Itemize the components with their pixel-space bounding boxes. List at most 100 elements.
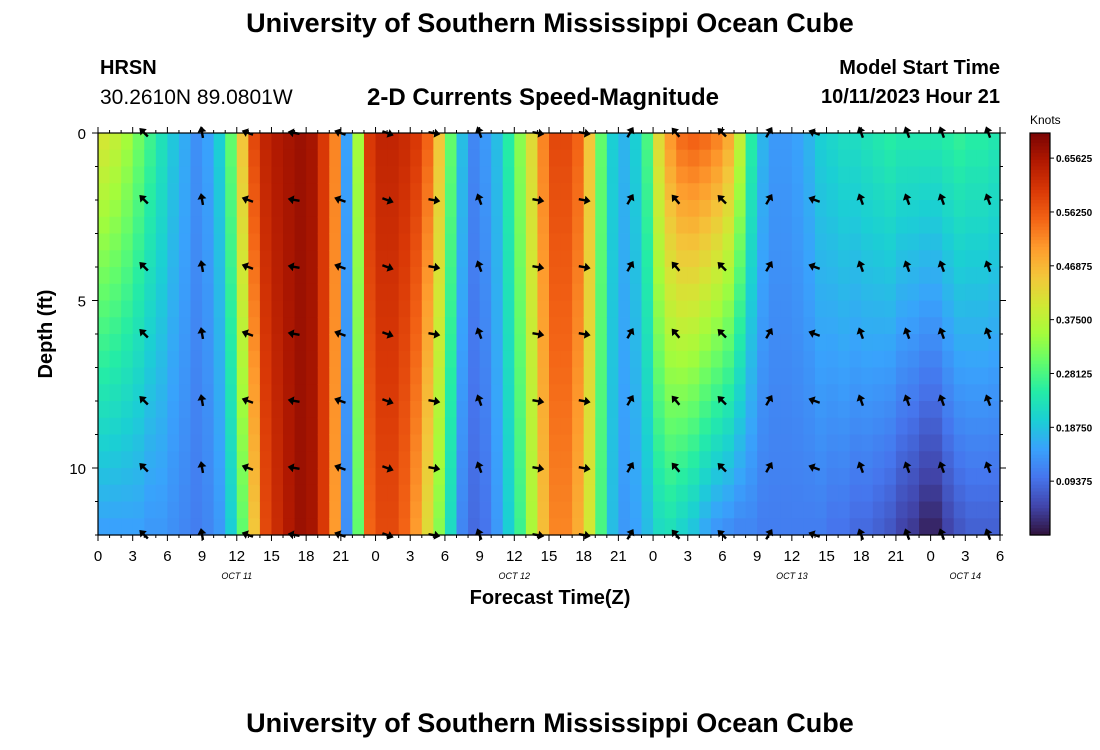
- heatmap-cell: [155, 233, 168, 251]
- heatmap-cell: [410, 501, 423, 519]
- colorbar-segment: [1030, 374, 1050, 379]
- heatmap-cell: [838, 183, 851, 201]
- heatmap-cell: [98, 250, 111, 268]
- heatmap-cell: [537, 250, 550, 268]
- current-vector-arrow: [937, 461, 947, 474]
- heatmap-cell: [641, 401, 654, 419]
- heatmap-cell: [965, 518, 978, 536]
- current-vector-arrow: [381, 397, 394, 406]
- current-vector-arrow: [765, 461, 774, 473]
- heatmap-cell: [121, 518, 134, 536]
- heatmap-cell: [814, 216, 828, 235]
- heatmap-cell: [745, 166, 758, 184]
- colorbar-segment: [1030, 287, 1050, 292]
- heatmap-cell: [98, 451, 111, 469]
- heatmap-cell: [444, 484, 458, 503]
- heatmap-cell: [814, 401, 828, 419]
- heatmap-cell: [606, 350, 619, 369]
- heatmap-cell: [283, 518, 296, 536]
- heatmap-cell: [606, 417, 619, 436]
- colorbar-segment: [1030, 447, 1050, 452]
- heatmap-cell: [872, 451, 885, 469]
- heatmap-cell: [155, 367, 168, 385]
- heatmap-cell: [491, 216, 504, 235]
- heatmap-cell: [861, 451, 874, 469]
- heatmap-cell: [537, 334, 550, 352]
- heatmap-cell: [456, 434, 469, 452]
- heatmap-cell: [942, 183, 955, 201]
- heatmap-cell: [791, 283, 805, 302]
- heatmap-cell: [606, 468, 619, 486]
- x-tick-label: 0: [94, 548, 102, 565]
- heatmap-cell: [745, 283, 758, 302]
- colorbar-segment: [1030, 240, 1050, 245]
- heatmap-cell: [965, 468, 978, 486]
- heatmap-cell: [606, 300, 619, 318]
- colorbar-segment: [1030, 524, 1050, 529]
- heatmap-cell: [98, 434, 111, 452]
- heatmap-cell: [121, 317, 134, 335]
- heatmap-cell: [132, 200, 145, 218]
- heatmap-cell: [329, 250, 342, 268]
- heatmap-cell: [456, 183, 469, 201]
- heatmap-cell: [248, 267, 261, 285]
- heatmap-cell: [213, 183, 226, 201]
- heatmap-cell: [387, 350, 400, 369]
- heatmap-cell: [641, 434, 654, 452]
- colorbar-segment: [1030, 243, 1050, 248]
- heatmap-cell: [572, 283, 585, 302]
- heatmap-cell: [838, 468, 851, 486]
- heatmap-cell: [560, 417, 573, 436]
- heatmap-cell: [629, 233, 643, 251]
- colorbar-segment: [1030, 320, 1050, 325]
- heatmap-cell: [710, 267, 724, 285]
- heatmap-cell: [479, 501, 492, 519]
- heatmap-cell: [838, 484, 851, 503]
- heatmap-cell: [271, 283, 284, 302]
- current-vector-arrow: [139, 329, 149, 339]
- heatmap-cell: [468, 334, 481, 352]
- heatmap-cell: [225, 484, 238, 503]
- heatmap-cell: [757, 283, 770, 302]
- heatmap-cell: [757, 300, 770, 318]
- heatmap-cell: [306, 484, 319, 503]
- heatmap-cell: [236, 166, 249, 184]
- heatmap-cell: [595, 216, 608, 235]
- heatmap-cell: [259, 518, 273, 536]
- heatmap-cell: [803, 133, 816, 151]
- heatmap-cell: [583, 417, 596, 436]
- heatmap-cell: [190, 401, 203, 419]
- current-vector-arrow: [902, 260, 912, 273]
- heatmap-cell: [271, 350, 284, 369]
- heatmap-cell: [988, 300, 1001, 318]
- heatmap-cell: [907, 300, 920, 318]
- heatmap-cell: [710, 350, 724, 369]
- heatmap-cell: [965, 250, 978, 268]
- heatmap-cell: [942, 300, 955, 318]
- heatmap-cell: [907, 267, 920, 285]
- heatmap-cell: [537, 484, 550, 503]
- heatmap-cell: [132, 401, 145, 419]
- heatmap-cell: [803, 518, 816, 536]
- heatmap-cell: [398, 149, 411, 168]
- heatmap-cell: [340, 166, 354, 184]
- heatmap-cell: [710, 283, 724, 302]
- heatmap-cell: [699, 200, 712, 218]
- heatmap-cell: [387, 149, 400, 168]
- y-tick-label: 5: [78, 294, 86, 311]
- heatmap-cell: [884, 317, 897, 335]
- colorbar-segment: [1030, 441, 1050, 446]
- colorbar-segment: [1030, 488, 1050, 493]
- heatmap-cell: [433, 133, 446, 151]
- heatmap-cell: [352, 183, 365, 201]
- heatmap-cell: [687, 317, 700, 335]
- heatmap-cell: [838, 317, 851, 335]
- current-vector-arrow: [717, 128, 727, 138]
- heatmap-cell: [398, 434, 411, 452]
- heatmap-cell: [745, 300, 758, 318]
- current-vector-arrow: [671, 462, 681, 473]
- x-axis-label: Forecast Time(Z): [470, 587, 631, 609]
- heatmap-cell: [560, 183, 573, 201]
- heatmap-cell: [629, 200, 643, 218]
- heatmap-cell: [248, 300, 261, 318]
